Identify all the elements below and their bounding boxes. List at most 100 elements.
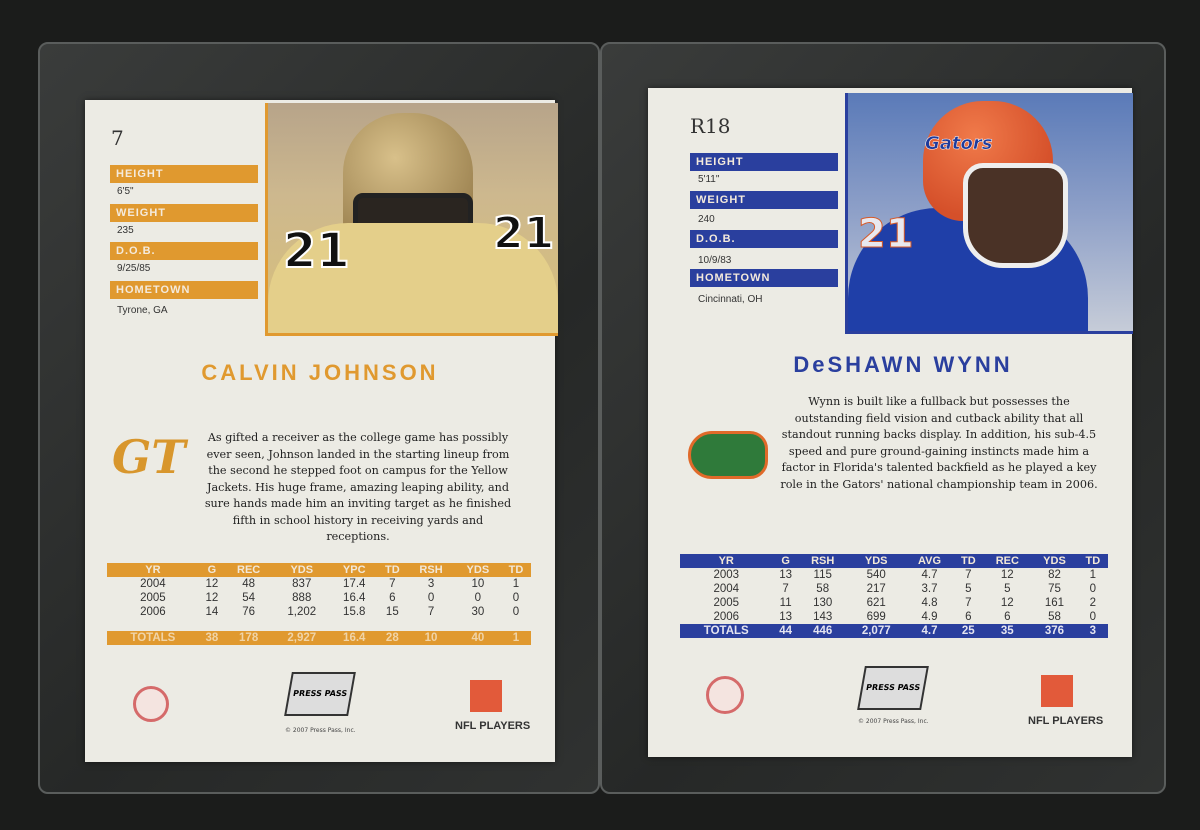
stat-cell: 130 xyxy=(813,597,833,609)
total-cell: 446 xyxy=(813,625,833,637)
stat-cell: 11 xyxy=(779,597,792,609)
total-cell: 28 xyxy=(385,632,399,644)
stat-cell: 115 xyxy=(813,569,832,581)
nfl-players-icon xyxy=(470,680,502,712)
gator-logo xyxy=(688,431,768,479)
total-cell: 25 xyxy=(961,625,975,637)
player-photo: 21 Gators xyxy=(845,93,1133,334)
stats-totals: TOTALS 44 446 2,077 4.7 25 35 376 3 xyxy=(680,624,1108,638)
stats-totals: TOTALS 38 178 2,927 16.4 28 10 40 1 xyxy=(107,631,531,645)
th: YDS xyxy=(290,564,314,576)
th: G xyxy=(781,555,790,567)
calvin-johnson-card: 7 HEIGHT 6'5" WEIGHT 235 D.O.B. 9/25/85 … xyxy=(85,100,558,762)
th: YR xyxy=(718,555,734,567)
stat-cell: 0 xyxy=(512,592,520,604)
total-cell: 376 xyxy=(1044,625,1065,637)
deshawn-wynn-card: R18 HEIGHT 5'11" WEIGHT 240 D.O.B. 10/9/… xyxy=(648,88,1133,757)
total-cell: 178 xyxy=(239,632,259,644)
stat-cell: 699 xyxy=(866,611,886,623)
th: YDS xyxy=(466,564,490,576)
stat-cell: 3.7 xyxy=(921,583,938,595)
stat-cell: 12 xyxy=(1000,569,1014,581)
total-cell: 2,077 xyxy=(861,625,891,637)
stat-cell: 5 xyxy=(1004,583,1011,595)
stat-cell: 0 xyxy=(1089,583,1097,595)
nfl-players-icon xyxy=(1041,675,1073,707)
stats-row: 2006 14 76 1,202 15.8 15 7 30 0 xyxy=(107,605,531,619)
stat-cell: 48 xyxy=(242,578,256,590)
nfl-players-text: NFL PLAYERS xyxy=(455,720,531,732)
stats-row: 2005 12 54 888 16.4 6 0 0 0 xyxy=(107,591,531,605)
th: YR xyxy=(145,564,161,576)
th: G xyxy=(207,564,217,576)
value-hometown: Cincinnati, OH xyxy=(698,294,763,305)
value-dob: 10/9/83 xyxy=(698,255,732,266)
th: TD xyxy=(960,555,976,567)
brand-text: PRESS PASS xyxy=(865,683,921,692)
card-number: R18 xyxy=(690,114,731,138)
college-seal-icon xyxy=(133,686,169,722)
stat-cell: 15 xyxy=(385,606,399,618)
stat-cell: 1 xyxy=(1089,569,1097,581)
gt-logo: GT xyxy=(112,430,186,484)
stat-cell: 2003 xyxy=(713,569,740,581)
jersey-number-right: 21 xyxy=(492,207,555,260)
th: TD xyxy=(508,564,524,576)
stat-cell: 4.9 xyxy=(921,611,938,623)
press-pass-logo: PRESS PASS xyxy=(857,666,929,710)
value-height: 5'11" xyxy=(698,174,720,185)
stats-table: YR G RSH YDS AVG TD REC YDS TD 2003 13 115 540 4.7 7 1… xyxy=(680,554,1108,638)
stat-cell: 0 xyxy=(1089,611,1097,623)
th: REC xyxy=(995,555,1019,567)
stat-cell: 2004 xyxy=(140,578,166,590)
stat-cell: 30 xyxy=(471,606,485,618)
stats-row: 2006 13 143 699 4.9 6 6 58 0 xyxy=(680,610,1108,624)
stat-cell: 7 xyxy=(965,597,972,609)
stats-row: 2005 11 130 621 4.8 7 12 161 2 xyxy=(680,596,1108,610)
stat-cell: 621 xyxy=(866,597,886,609)
stat-cell: 13 xyxy=(779,611,793,623)
stat-cell: 5 xyxy=(965,583,972,595)
copyright: © 2007 Press Pass, Inc. xyxy=(285,727,356,734)
stat-cell: 75 xyxy=(1048,583,1061,595)
stat-cell: 2006 xyxy=(713,611,740,623)
stat-cell: 12 xyxy=(1000,597,1014,609)
stat-cell: 12 xyxy=(205,592,219,604)
th: YPC xyxy=(342,564,366,576)
total-cell: 3 xyxy=(1089,625,1097,637)
stats-row: 2004 7 58 217 3.7 5 5 75 0 xyxy=(680,582,1108,596)
player-name: DeSHAWN WYNN xyxy=(793,352,1013,377)
label-hometown: HOMETOWN xyxy=(110,281,258,299)
stat-cell: 7 xyxy=(389,578,396,590)
label-hometown: HOMETOWN xyxy=(690,269,838,287)
value-height: 6'5" xyxy=(117,186,134,197)
stat-cell: 1 xyxy=(512,578,520,590)
total-cell: TOTALS xyxy=(130,632,176,644)
stat-cell: 58 xyxy=(1048,611,1061,623)
stat-cell: 837 xyxy=(292,578,312,590)
stat-cell: 58 xyxy=(816,583,830,595)
stat-cell: 7 xyxy=(427,606,435,618)
total-cell: 38 xyxy=(205,632,219,644)
stat-cell: 3 xyxy=(427,578,435,590)
stat-cell: 143 xyxy=(813,611,833,623)
stat-cell: 6 xyxy=(389,592,396,604)
stat-cell: 0 xyxy=(512,606,520,618)
stat-cell: 54 xyxy=(242,592,256,604)
stat-cell: 0 xyxy=(474,592,482,604)
label-dob: D.O.B. xyxy=(690,230,838,248)
nfl-players-text: NFL PLAYERS xyxy=(1028,715,1104,727)
press-pass-logo: PRESS PASS xyxy=(284,672,356,716)
player-photo: 21 21 xyxy=(265,103,558,336)
label-height: HEIGHT xyxy=(110,165,258,183)
total-cell: 1 xyxy=(512,632,520,644)
stat-cell: 4.8 xyxy=(921,597,938,609)
total-cell: 10 xyxy=(424,632,438,644)
helmet-logo: Gators xyxy=(925,133,993,155)
card-number: 7 xyxy=(111,126,124,150)
stat-cell: 76 xyxy=(242,606,256,618)
stats-table: YR G REC YDS YPC TD RSH YDS TD 2004 12 48 837 17.4 7 3… xyxy=(107,563,531,645)
brand-text: PRESS PASS xyxy=(292,689,348,698)
player-bio: As gifted a receiver as the college game… xyxy=(204,431,512,543)
th: AVG xyxy=(918,555,942,567)
